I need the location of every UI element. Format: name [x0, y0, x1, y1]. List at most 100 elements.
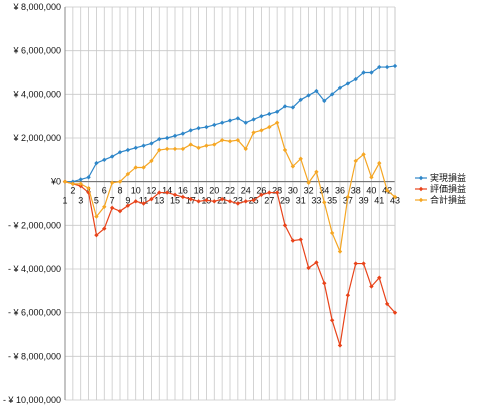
- x-tick-label: 39: [359, 196, 369, 206]
- data-point: [369, 70, 374, 75]
- data-point: [345, 81, 351, 86]
- data-point: [212, 142, 217, 147]
- data-point: [361, 152, 366, 157]
- data-point: [345, 194, 351, 200]
- data-point: [157, 190, 162, 195]
- data-point: [384, 64, 390, 70]
- data-point: [204, 124, 209, 130]
- legend-entry-label: 実現損益: [430, 172, 466, 183]
- x-tick-label: 20: [209, 186, 219, 196]
- x-tick-label: 34: [319, 186, 329, 196]
- data-point: [180, 146, 186, 152]
- legend-swatch-marker: [418, 186, 424, 192]
- data-point: [322, 200, 327, 205]
- data-point: [141, 165, 146, 170]
- x-tick-label: 15: [170, 196, 180, 206]
- x-tick-label: 22: [225, 186, 235, 196]
- x-tick-label: 1: [62, 196, 67, 206]
- x-tick-label: 27: [264, 196, 274, 206]
- data-point: [196, 125, 201, 131]
- data-point: [298, 97, 303, 102]
- x-tick-label: 43: [390, 196, 400, 206]
- data-point: [384, 301, 390, 307]
- data-point: [251, 117, 256, 122]
- data-point: [314, 260, 319, 265]
- data-point: [141, 143, 146, 148]
- data-point: [212, 122, 217, 128]
- data-point: [377, 160, 382, 166]
- data-point: [322, 280, 327, 286]
- x-tick-label: 16: [178, 186, 188, 196]
- data-point: [109, 180, 115, 185]
- data-point: [227, 118, 233, 123]
- data-point: [251, 130, 256, 135]
- data-point: [204, 143, 209, 148]
- data-point: [322, 98, 327, 104]
- data-point: [172, 133, 178, 139]
- data-point: [133, 165, 138, 170]
- data-point: [180, 194, 186, 200]
- y-tick-label: ¥ 2,000,000: [12, 133, 61, 143]
- x-tick-label: 5: [94, 196, 99, 206]
- data-point: [164, 135, 170, 141]
- data-point: [392, 63, 398, 69]
- data-point: [392, 310, 398, 315]
- data-point: [290, 238, 296, 243]
- data-point: [219, 196, 225, 202]
- data-point: [377, 275, 382, 280]
- data-point: [267, 124, 272, 130]
- x-tick-label: 10: [131, 186, 141, 196]
- data-point: [149, 158, 154, 164]
- x-tick-label: 30: [288, 186, 298, 196]
- data-point: [282, 147, 288, 153]
- data-point: [164, 190, 170, 195]
- x-tick-label: 33: [311, 196, 321, 206]
- legend-entry-label: 合計損益: [430, 194, 466, 205]
- x-tick-label: 23: [233, 196, 243, 206]
- data-point: [337, 249, 343, 254]
- x-tick-label: 7: [110, 196, 115, 206]
- data-point: [251, 198, 256, 203]
- data-point: [259, 128, 264, 133]
- data-point: [62, 179, 68, 184]
- x-tick-label: 9: [125, 196, 130, 206]
- data-point: [172, 146, 178, 152]
- data-point: [227, 199, 233, 204]
- data-point: [243, 146, 248, 152]
- data-point: [70, 181, 76, 187]
- data-point: [329, 92, 335, 97]
- data-point: [94, 160, 99, 166]
- x-tick-label: 31: [296, 196, 306, 206]
- x-tick-label: 35: [327, 196, 337, 206]
- data-point: [133, 199, 138, 204]
- data-point: [353, 261, 358, 266]
- x-tick-label: 32: [304, 186, 314, 196]
- data-point: [259, 192, 264, 197]
- data-point: [219, 137, 225, 143]
- data-point: [78, 177, 83, 182]
- legend-swatch-marker: [418, 175, 424, 181]
- grid: [64, 6, 396, 401]
- x-tick-label: 11: [139, 196, 148, 206]
- data-point: [361, 70, 366, 75]
- data-point: [109, 154, 115, 159]
- data-point: [117, 149, 123, 155]
- data-point: [196, 145, 201, 151]
- data-point: [204, 198, 209, 203]
- data-point: [267, 111, 272, 117]
- x-tick-label: 24: [241, 186, 251, 196]
- y-tick-label: ¥ 8,000,000: [12, 2, 61, 12]
- y-axis-tick-labels: ¥ 8,000,000 ¥ 6,000,000 ¥ 4,000,000 ¥ 2,000…: [3, 2, 61, 405]
- data-point: [149, 141, 154, 146]
- data-point: [149, 196, 154, 202]
- data-point: [86, 186, 91, 191]
- data-point: [109, 205, 115, 211]
- legend-entry-label: 評価損益: [430, 183, 466, 194]
- data-point: [306, 265, 311, 271]
- data-point: [188, 196, 193, 202]
- y-tick-label: - ¥ 8,000,000: [8, 351, 61, 361]
- x-tick-label: 36: [335, 186, 345, 196]
- data-point: [306, 180, 311, 185]
- data-point: [361, 261, 366, 266]
